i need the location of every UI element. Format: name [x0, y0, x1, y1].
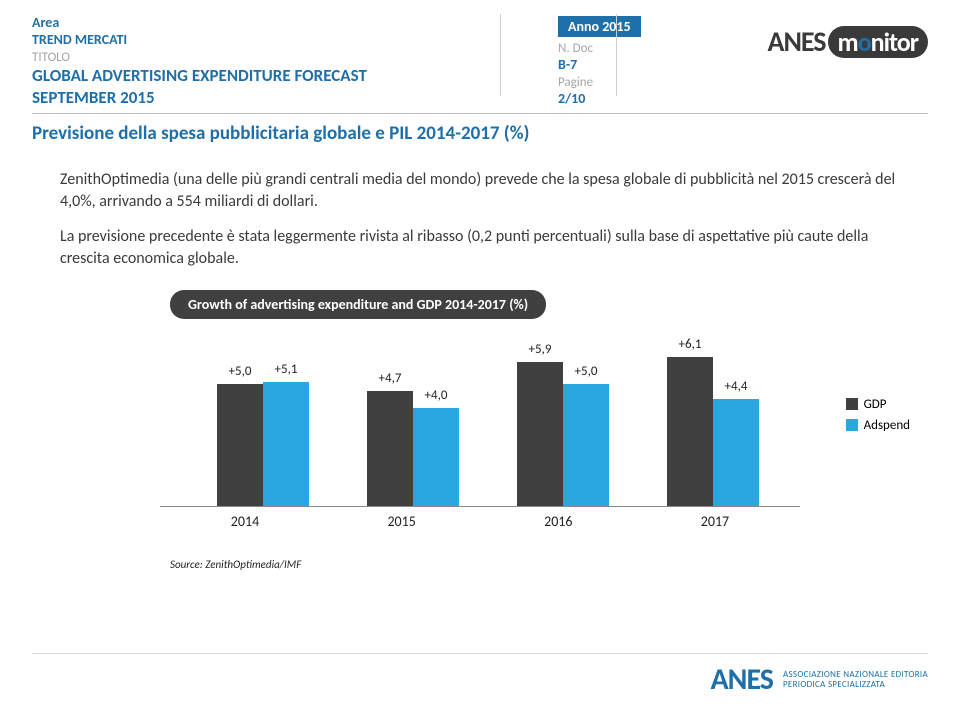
titolo-value-2: SEPTEMBER 2015	[32, 87, 558, 109]
legend-label-adspend: Adspend	[864, 418, 910, 433]
paragraph-2: La previsione precedente è stata leggerm…	[60, 226, 900, 269]
chart-plot-area: GDP Adspend +5,0+5,1+4,7+4,0+5,9+5,0+6,1…	[160, 307, 800, 507]
footer-divider	[32, 653, 928, 654]
x-tick-label: 2014	[190, 513, 300, 530]
chart-source: Source: ZenithOptimedia/IMF	[170, 558, 800, 571]
ndoc-label: N. Doc	[558, 41, 668, 56]
x-tick-label: 2017	[660, 513, 770, 530]
swatch-adspend	[846, 419, 858, 431]
bar-value-label: +5,0	[563, 364, 609, 379]
chart-legend: GDP Adspend	[846, 397, 910, 439]
legend-item-gdp: GDP	[846, 397, 910, 412]
bar-value-label: +4,7	[367, 371, 413, 386]
bar-group: +6,1+4,4	[658, 357, 768, 505]
bar-group: +5,0+5,1	[208, 382, 318, 506]
anno-badge: Anno 2015	[558, 16, 641, 37]
footer: ANES ASSOCIAZIONE NAZIONALE EDITORIA PER…	[711, 661, 929, 698]
bar-gdp: +5,0	[217, 384, 263, 505]
titolo-label: TITOLO	[32, 50, 558, 65]
bar-gdp: +6,1	[667, 357, 713, 505]
bar-value-label: +5,0	[217, 364, 263, 379]
page-subtitle: Previsione della spesa pubblicitaria glo…	[0, 114, 960, 145]
ndoc-value: B-7	[558, 56, 668, 73]
bar-value-label: +5,9	[517, 342, 563, 357]
bar-adspend: +4,4	[713, 399, 759, 506]
bar-gdp: +5,9	[517, 362, 563, 505]
area-label: Area	[32, 14, 558, 31]
x-tick-label: 2015	[347, 513, 457, 530]
legend-item-adspend: Adspend	[846, 418, 910, 433]
swatch-gdp	[846, 398, 858, 410]
footer-line-2: PERIODICA SPECIALIZZATA	[783, 680, 928, 690]
bar-adspend: +5,1	[263, 382, 309, 506]
logo-anes-text: ANES	[768, 24, 826, 59]
bar-adspend: +5,0	[563, 384, 609, 505]
header-left: Area TREND MERCATI TITOLO GLOBAL ADVERTI…	[32, 14, 558, 109]
header-mid: Anno 2015 N. Doc B-7 Pagine 2/10	[558, 14, 668, 107]
bar-gdp: +4,7	[367, 391, 413, 505]
titolo-value-1: GLOBAL ADVERTISING EXPENDITURE FORECAST	[32, 65, 558, 87]
bar-adspend: +4,0	[413, 408, 459, 505]
logo-anesmonitor: ANES monitor	[668, 24, 928, 59]
divider-vertical-1	[500, 14, 501, 96]
paragraph-1: ZenithOptimedia (una delle più grandi ce…	[60, 169, 900, 212]
bar-value-label: +5,1	[263, 362, 309, 377]
pagine-value: 2/10	[558, 90, 668, 107]
header: Area TREND MERCATI TITOLO GLOBAL ADVERTI…	[0, 0, 960, 109]
logo-monitor-text: monitor	[828, 26, 928, 58]
x-tick-label: 2016	[503, 513, 613, 530]
chart: Growth of advertising expenditure and GD…	[160, 290, 800, 571]
bar-group: +5,9+5,0	[508, 362, 618, 505]
chart-title: Growth of advertising expenditure and GD…	[170, 290, 546, 319]
footer-anes-logo: ANES	[711, 661, 773, 698]
bar-value-label: +4,4	[713, 379, 759, 394]
bar-value-label: +6,1	[667, 337, 713, 352]
divider-vertical-2	[616, 14, 617, 96]
bar-group: +4,7+4,0	[358, 391, 468, 505]
chart-x-labels: 2014 2015 2016 2017	[160, 507, 800, 530]
body-text: ZenithOptimedia (una delle più grandi ce…	[0, 145, 960, 269]
footer-text: ASSOCIAZIONE NAZIONALE EDITORIA PERIODIC…	[783, 670, 928, 690]
pagine-label: Pagine	[558, 75, 668, 90]
area-value: TREND MERCATI	[32, 31, 558, 48]
bar-value-label: +4,0	[413, 388, 459, 403]
header-logo: ANES monitor	[668, 14, 928, 59]
legend-label-gdp: GDP	[864, 397, 887, 412]
